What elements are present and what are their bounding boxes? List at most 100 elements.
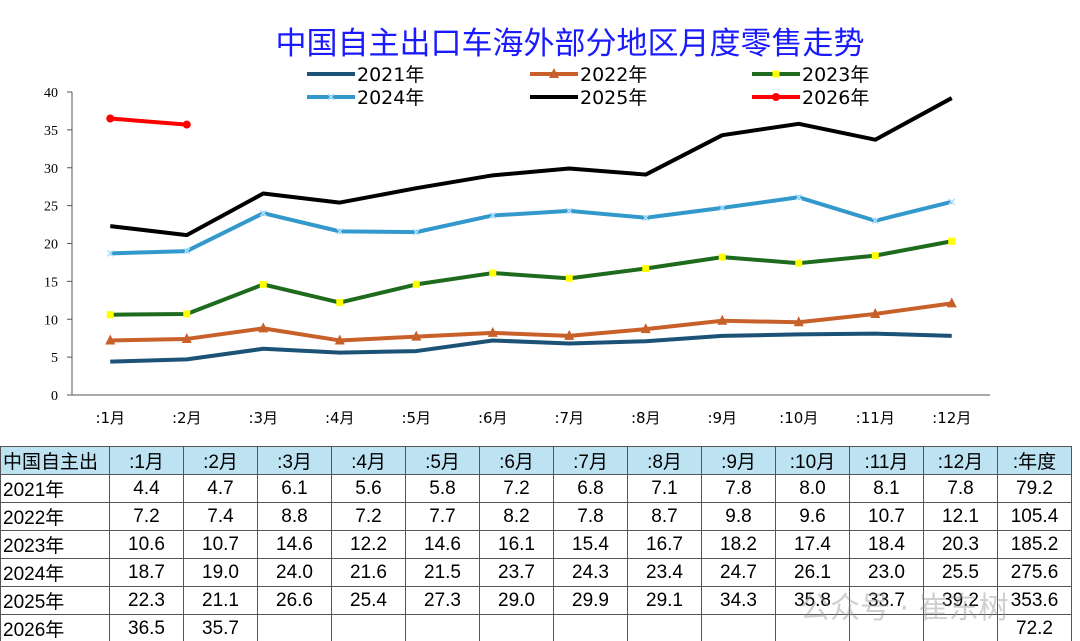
- table-cell: 6.1: [257, 474, 332, 503]
- data-point: [412, 280, 420, 288]
- table-cell: 39.2: [923, 586, 998, 615]
- table-cell: 34.3: [701, 586, 776, 615]
- table-cell: 79.2: [997, 474, 1072, 503]
- data-point: [106, 249, 114, 257]
- legend-label: 2025年: [580, 87, 647, 109]
- data-table: 中国自主出:1月:2月:3月:4月:5月:6月:7月:8月:9月:10月:11月…: [0, 446, 1072, 641]
- table-cell: 8.7: [627, 502, 702, 531]
- row-label-cell: 2026年: [0, 614, 110, 641]
- table-cell: 24.0: [257, 558, 332, 587]
- table-cell: [627, 614, 702, 641]
- table-cell: 10.7: [849, 502, 924, 531]
- table-cell: [331, 614, 406, 641]
- table-cell: 24.7: [701, 558, 776, 587]
- table-cell: 105.4: [997, 502, 1072, 531]
- table-cell: :3月: [257, 446, 332, 475]
- table-cell: :11月: [849, 446, 924, 475]
- table-cell: 8.8: [257, 502, 332, 531]
- table-cell: 275.6: [997, 558, 1072, 587]
- table-cell: [849, 614, 924, 641]
- data-point: [106, 311, 114, 319]
- x-tick-label: :6月: [478, 409, 508, 427]
- x-tick-label: :12月: [932, 409, 971, 427]
- data-point: [258, 322, 269, 333]
- series-2021年: [110, 331, 952, 364]
- legend-label: 2026年: [802, 87, 869, 109]
- table-cell: 353.6: [997, 586, 1072, 615]
- table-cell: 8.0: [775, 474, 850, 503]
- series-line: [110, 195, 953, 256]
- data-point: [793, 316, 804, 327]
- data-point: [259, 209, 267, 217]
- row-label-cell: 2024年: [0, 558, 110, 587]
- table-cell: 16.7: [627, 530, 702, 559]
- table-cell: 18.7: [109, 558, 184, 587]
- data-point: [489, 269, 497, 277]
- data-point: [946, 297, 957, 308]
- x-tick-label: :5月: [401, 409, 431, 427]
- data-point: [870, 307, 881, 318]
- table-cell: 21.1: [183, 586, 258, 615]
- y-tick-label: 20: [44, 238, 58, 253]
- y-tick-label: 15: [44, 275, 58, 290]
- table-cell: :6月: [479, 446, 554, 475]
- table-cell: 27.3: [405, 586, 480, 615]
- table-cell: :5月: [405, 446, 480, 475]
- table-cell: 26.6: [257, 586, 332, 615]
- table-cell: 5.6: [331, 474, 406, 503]
- table-cell: 9.6: [775, 502, 850, 531]
- series-line: [110, 96, 953, 238]
- data-point: [795, 193, 803, 201]
- x-tick-label: :4月: [325, 409, 355, 427]
- y-tick-label: 40: [44, 86, 58, 101]
- x-tick-label: :7月: [554, 409, 584, 427]
- table-cell: 36.5: [109, 614, 184, 641]
- series-2025年: [110, 96, 953, 238]
- series-2023年: [106, 237, 956, 319]
- data-point: [642, 264, 650, 272]
- table-cell: 14.6: [405, 530, 480, 559]
- data-point: [948, 237, 956, 245]
- table-cell: :4月: [331, 446, 406, 475]
- row-label-cell: 2021年: [0, 474, 110, 503]
- data-point: [106, 114, 115, 123]
- table-cell: 21.5: [405, 558, 480, 587]
- legend-label: 2021年: [357, 64, 424, 86]
- table-cell: [257, 614, 332, 641]
- table-cell: 12.1: [923, 502, 998, 531]
- table-cell: 23.0: [849, 558, 924, 587]
- x-tick-label: :10月: [779, 409, 818, 427]
- table-cell: 25.4: [331, 586, 406, 615]
- data-point: [717, 314, 728, 325]
- legend-item: 2024年: [307, 87, 424, 109]
- table-cell: 25.5: [923, 558, 998, 587]
- table-row: 2024年 18.7 19.0 24.0 21.6 21.5 23.7 24.3 23.4 24.…: [0, 558, 1072, 587]
- data-point: [181, 332, 192, 343]
- table-cell: 7.1: [627, 474, 702, 503]
- y-tick-label: 25: [44, 200, 58, 215]
- table-cell: 12.2: [331, 530, 406, 559]
- line-chart: 0 5 10 15 20 25 30 35 40:1月:2月:3月:4月:5月:6月:7月:8月…: [44, 64, 990, 427]
- table-cell: 4.7: [183, 474, 258, 503]
- table-cell: 20.3: [923, 530, 998, 559]
- series-2022年: [105, 297, 957, 345]
- data-point: [795, 259, 803, 267]
- data-point: [259, 280, 267, 288]
- table-cell: 23.4: [627, 558, 702, 587]
- y-tick-label: 0: [51, 389, 58, 404]
- row-label-cell: 2025年: [0, 586, 110, 615]
- table-row: 2021年 4.4 4.7 6.1 5.6 5.8 7.2 6.8 7.1 7.8 8.0 8.1 7.…: [0, 474, 1072, 503]
- data-point: [105, 334, 116, 345]
- table-cell: [553, 614, 628, 641]
- table-cell: 8.2: [479, 502, 554, 531]
- table-row: 2023年 10.6 10.7 14.6 12.2 14.6 16.1 15.4 16.7 18.…: [0, 530, 1072, 559]
- x-tick-label: :2月: [172, 409, 202, 427]
- y-tick-label: 35: [44, 124, 58, 139]
- series-2024年: [106, 193, 956, 257]
- data-point: [183, 247, 191, 255]
- table-cell: 9.8: [701, 502, 776, 531]
- y-tick-label: 10: [44, 313, 58, 328]
- legend-item: 2025年: [530, 87, 647, 109]
- table-cell: 72.2: [997, 614, 1072, 641]
